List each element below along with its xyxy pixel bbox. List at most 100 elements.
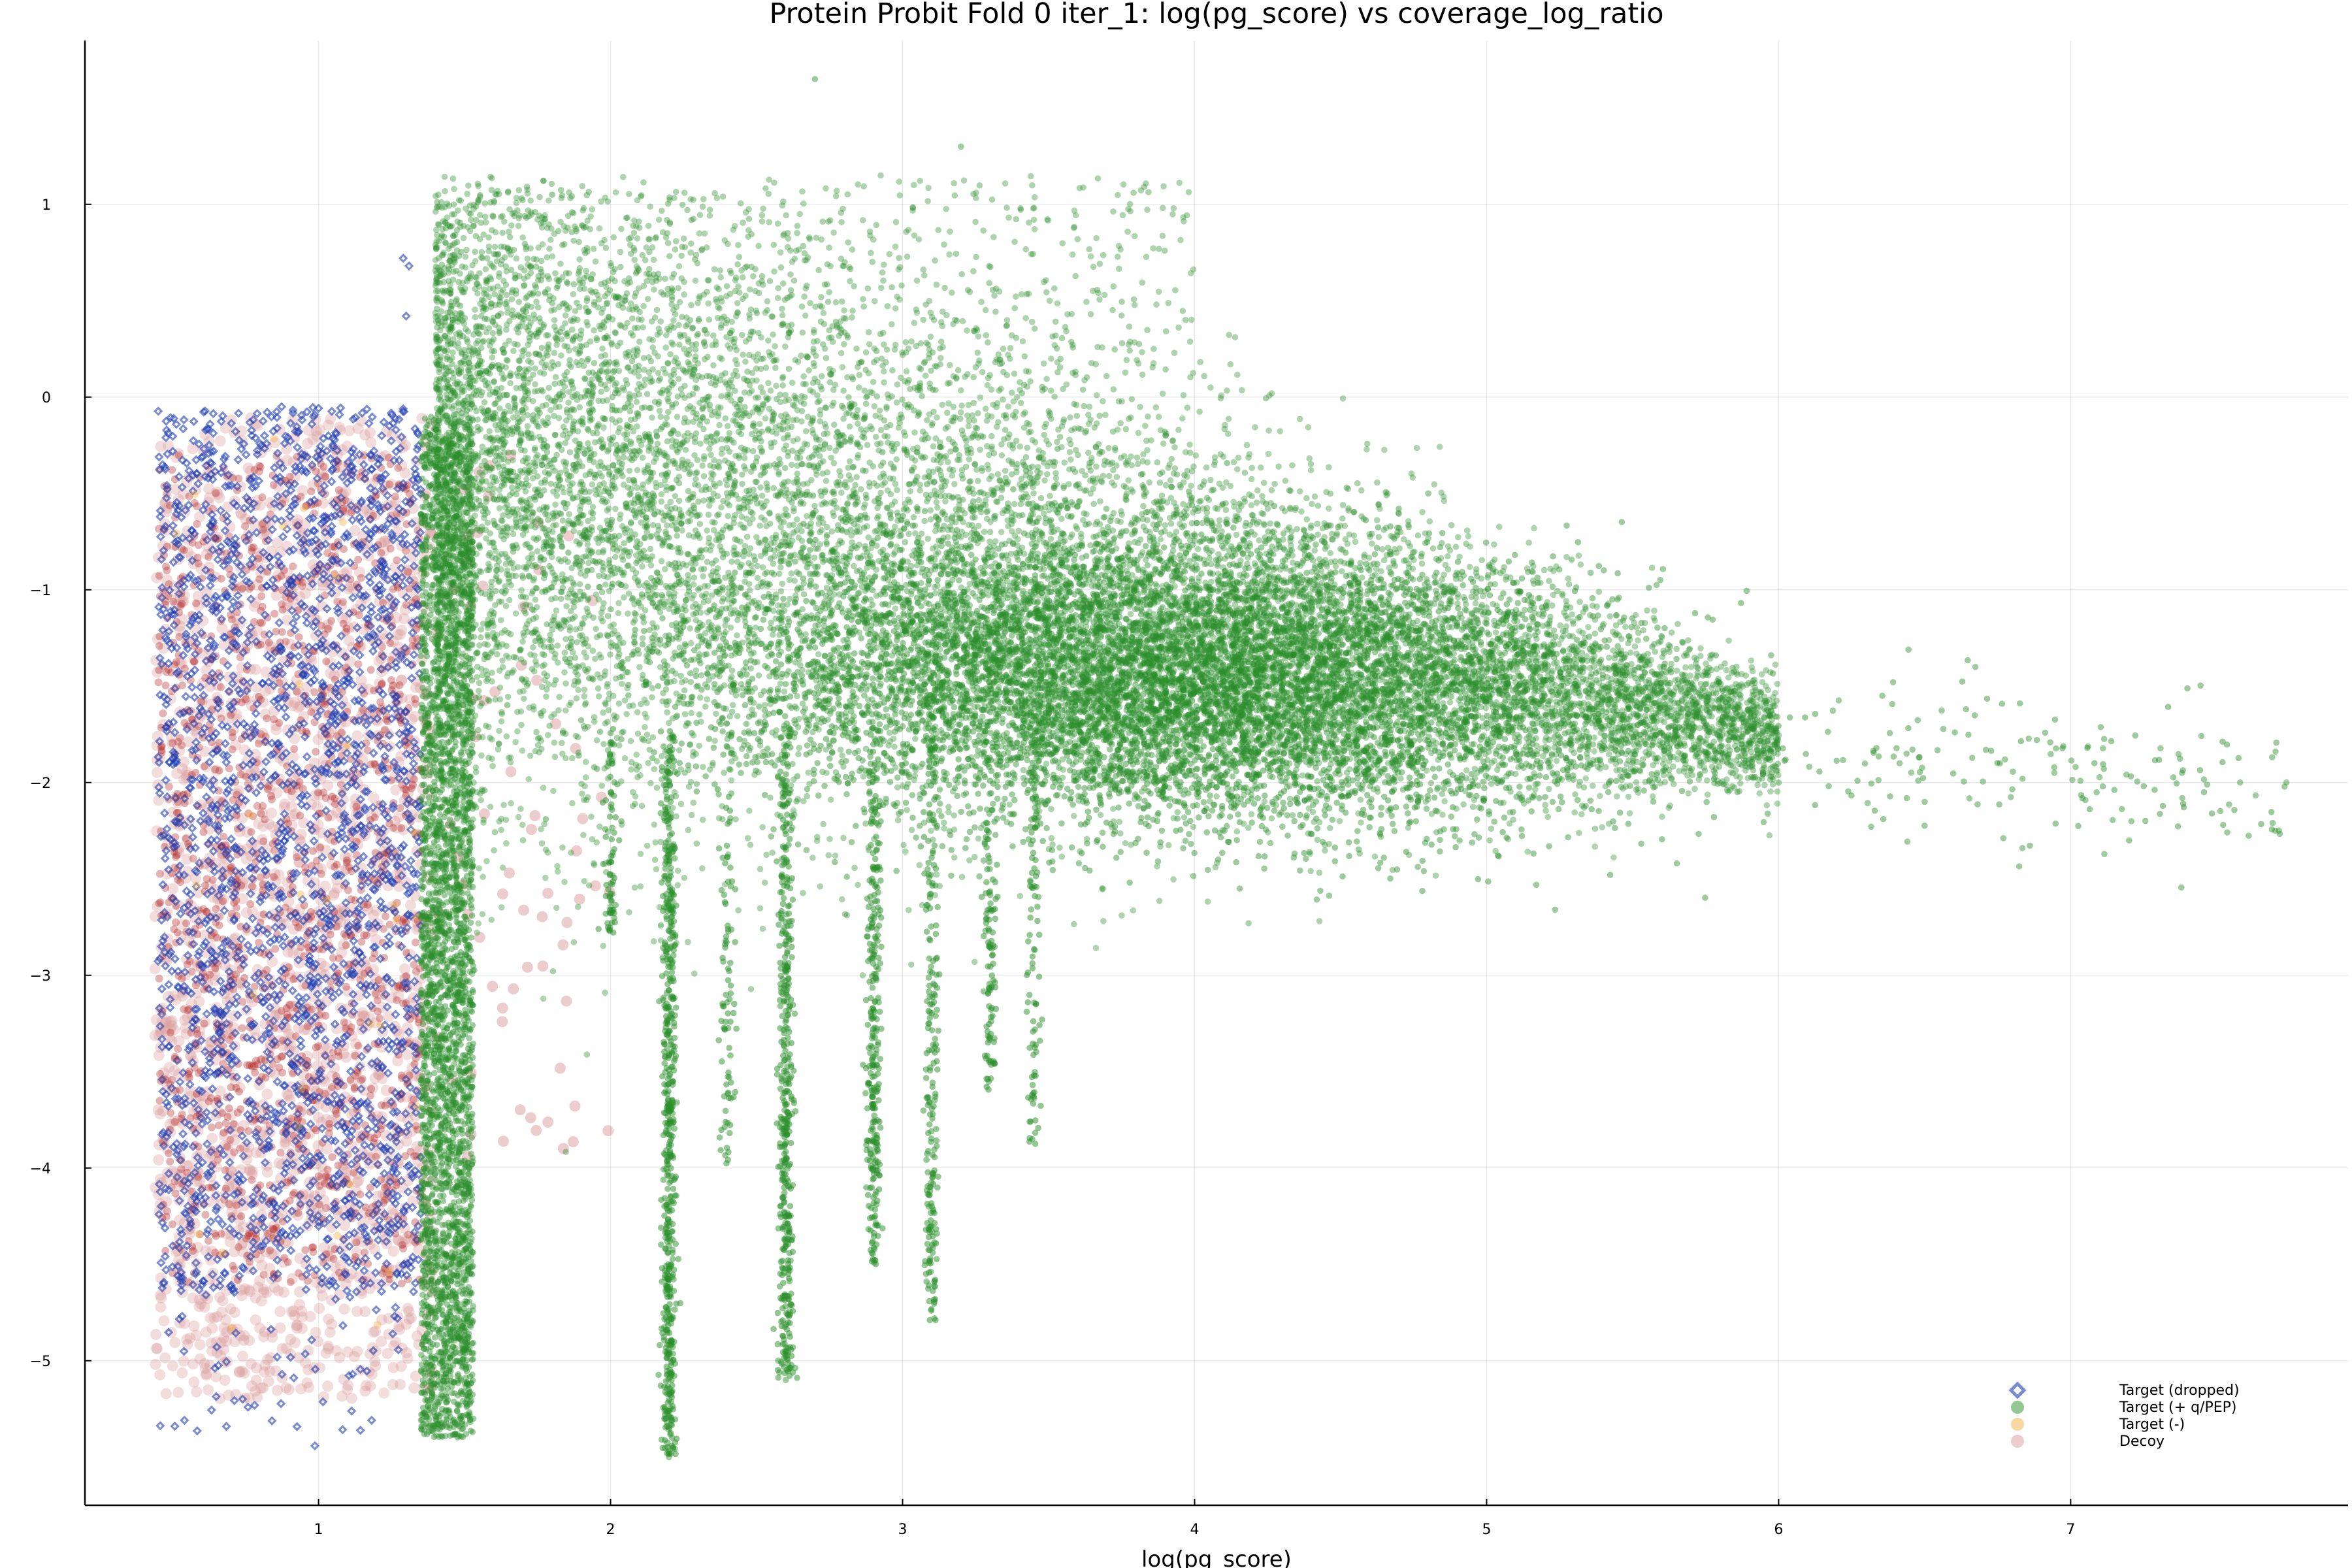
decoy-point	[386, 639, 394, 647]
decoy-point	[218, 575, 225, 583]
decoy-point	[323, 1166, 331, 1173]
decoy-point	[251, 983, 259, 990]
decoy-point	[335, 1048, 342, 1056]
decoy-point	[212, 1232, 220, 1240]
decoy-point	[244, 1286, 255, 1297]
decoy-point	[339, 1220, 350, 1231]
decoy-point	[167, 1360, 178, 1371]
decoy-point	[365, 427, 376, 438]
decoy-point	[291, 1320, 302, 1331]
decoy-point	[287, 1278, 295, 1286]
decoy-point	[293, 853, 301, 861]
decoy-point	[182, 835, 189, 843]
decoy-point	[218, 1109, 226, 1117]
decoy-point	[189, 1320, 200, 1331]
decoy-point	[190, 657, 198, 665]
decoy-point	[150, 1359, 161, 1370]
decoy-point	[374, 996, 382, 1004]
decoy-point	[176, 1367, 188, 1379]
decoy-point	[238, 585, 246, 593]
decoy-point	[235, 474, 242, 482]
decoy-point	[238, 1330, 250, 1341]
decoy-point	[270, 873, 278, 881]
decoy-point	[308, 1005, 316, 1013]
decoy-point	[159, 1352, 171, 1364]
decoy-point	[289, 975, 297, 983]
decoy-point	[335, 486, 343, 494]
decoy-point	[357, 938, 365, 946]
decoy-point	[342, 941, 350, 949]
decoy-point	[263, 1376, 274, 1387]
decoy-point	[153, 1154, 164, 1166]
decoy-point	[331, 863, 338, 871]
decoy-point	[159, 1315, 170, 1326]
decoy-point	[165, 1149, 172, 1157]
decoy-point	[244, 1164, 255, 1175]
decoy-point	[165, 1017, 176, 1028]
decoy-point	[248, 883, 256, 890]
decoy-point	[382, 913, 389, 921]
decoy-point	[347, 1076, 355, 1084]
decoy-point	[369, 955, 377, 962]
decoy-point	[266, 1247, 274, 1254]
decoy-point	[255, 693, 263, 701]
decoy-point	[176, 878, 184, 886]
decoy-point	[282, 638, 289, 645]
decoy-point	[174, 928, 182, 936]
decoy-point	[211, 1337, 222, 1348]
decoy-point	[298, 582, 306, 590]
decoy-point	[290, 745, 298, 753]
decoy-point	[354, 1042, 362, 1050]
decoy-point	[321, 1348, 332, 1359]
decoy-point	[402, 1353, 414, 1364]
decoy-point	[209, 876, 217, 884]
decoy-point	[248, 544, 255, 552]
decoy-point	[282, 904, 289, 911]
decoy-point	[387, 545, 395, 553]
decoy-point	[338, 1303, 350, 1315]
decoy-point	[265, 638, 273, 646]
decoy-point	[342, 625, 350, 632]
decoy-point	[212, 489, 220, 497]
decoy-point	[155, 1109, 166, 1120]
decoy-point	[372, 990, 380, 998]
decoy-point	[289, 563, 297, 570]
decoy-point	[202, 1211, 210, 1219]
decoy-point	[367, 1085, 375, 1093]
decoy-point	[338, 728, 346, 736]
decoy-point	[238, 998, 246, 1006]
decoy-point	[307, 708, 315, 716]
decoy-point	[257, 874, 265, 881]
decoy-point	[302, 438, 313, 449]
decoy-point	[274, 1306, 286, 1317]
decoy-point	[235, 1088, 243, 1096]
decoy-point	[204, 1237, 212, 1245]
decoy-point	[295, 1383, 306, 1394]
decoy-point	[404, 568, 412, 576]
decoy-point	[307, 487, 315, 495]
decoy-point	[309, 1243, 317, 1251]
decoy-point	[312, 734, 323, 745]
decoy-point	[262, 1167, 273, 1178]
decoy-point	[365, 437, 376, 448]
decoy-point	[167, 1028, 174, 1036]
decoy-point	[352, 1239, 360, 1247]
decoy-point	[245, 1127, 253, 1135]
decoy-point	[235, 1243, 242, 1251]
decoy-point	[321, 473, 329, 481]
decoy-point	[152, 1343, 163, 1354]
decoy-point	[397, 825, 405, 832]
decoy-point	[169, 1220, 176, 1228]
decoy-point	[172, 1387, 184, 1398]
decoy-point	[351, 1346, 363, 1357]
decoy-point	[319, 961, 331, 972]
decoy-point	[327, 617, 335, 625]
decoy-point	[368, 910, 379, 921]
decoy-point	[383, 1011, 394, 1022]
decoy-point	[248, 828, 255, 836]
decoy-point	[280, 1382, 291, 1394]
decoy-point	[267, 792, 275, 800]
decoy-point	[351, 1306, 363, 1317]
decoy-point	[184, 1333, 195, 1344]
